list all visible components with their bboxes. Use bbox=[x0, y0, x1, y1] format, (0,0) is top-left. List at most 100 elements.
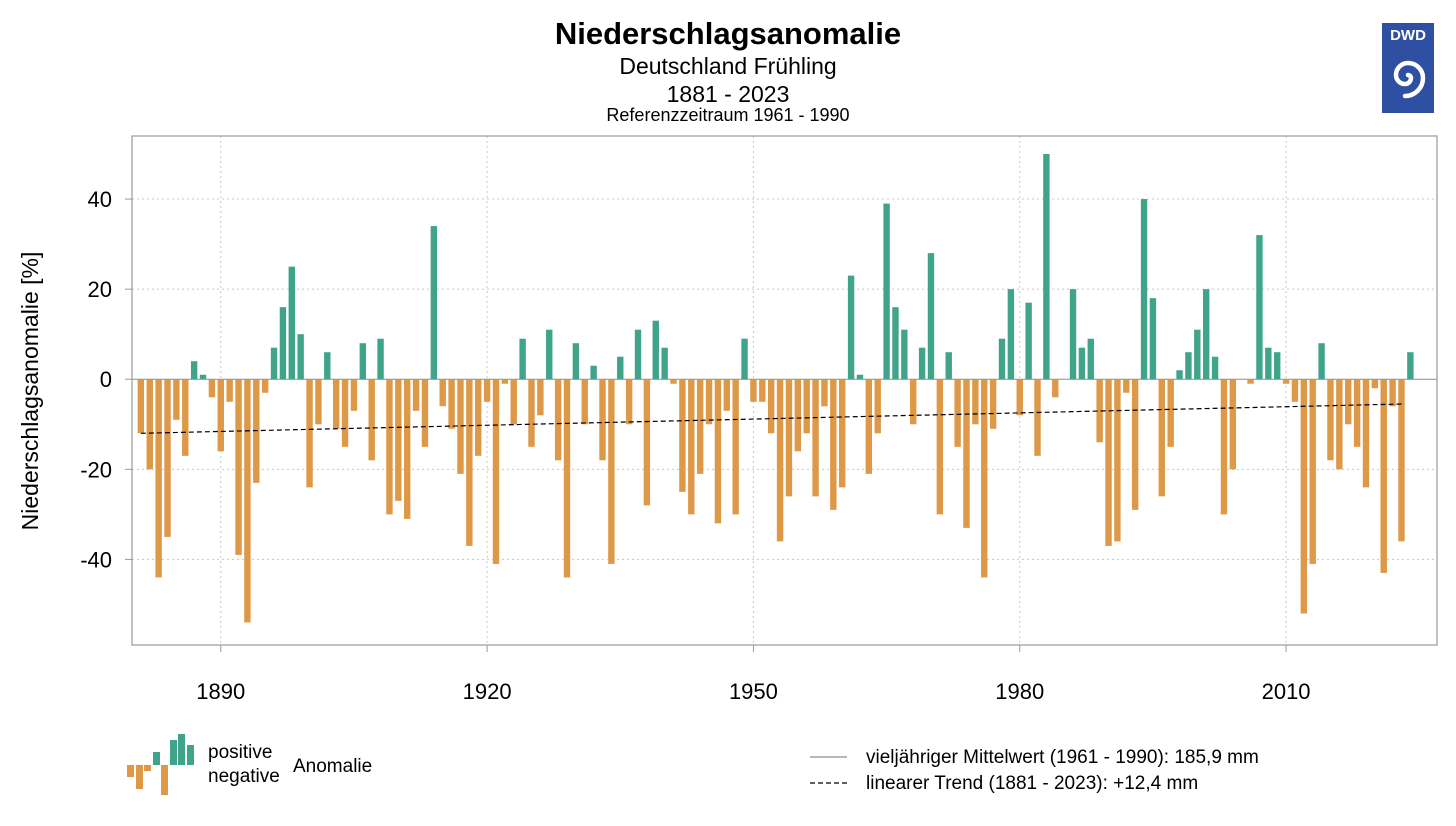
bar-1966 bbox=[892, 307, 899, 380]
bar-1961 bbox=[847, 275, 855, 380]
bar-1903 bbox=[332, 379, 340, 429]
bar-1956 bbox=[803, 379, 810, 434]
bar-1929 bbox=[563, 379, 571, 578]
bar-1914 bbox=[430, 226, 438, 380]
bar-1957 bbox=[812, 379, 819, 497]
bar-1990 bbox=[1105, 379, 1112, 546]
bar-1996 bbox=[1158, 379, 1165, 497]
bar-1887 bbox=[190, 361, 198, 380]
bar-2011 bbox=[1291, 379, 1299, 402]
legend-positive-label: positive bbox=[208, 742, 273, 763]
legend-swatch-4 bbox=[153, 752, 160, 765]
bar-2008 bbox=[1265, 347, 1272, 380]
bar-1943 bbox=[688, 379, 695, 515]
bar-1955 bbox=[794, 379, 802, 452]
x-tick-label: 2010 bbox=[1262, 679, 1311, 704]
bar-1986 bbox=[1069, 289, 1077, 380]
x-tick-label: 1890 bbox=[196, 679, 245, 704]
bar-1922 bbox=[501, 379, 509, 384]
bar-1960 bbox=[839, 379, 846, 488]
bar-1892 bbox=[235, 379, 242, 555]
bar-2019 bbox=[1362, 379, 1370, 488]
bar-1902 bbox=[324, 352, 331, 380]
bar-1979 bbox=[1007, 289, 1015, 380]
bar-2020 bbox=[1371, 379, 1379, 389]
legend-negative-label: negative bbox=[208, 766, 280, 787]
bar-1983 bbox=[1043, 154, 1050, 380]
bar-1888 bbox=[199, 374, 207, 380]
bar-1926 bbox=[537, 379, 544, 416]
bar-1901 bbox=[315, 379, 322, 425]
y-tick-label: 0 bbox=[100, 367, 112, 392]
bar-2000 bbox=[1194, 329, 1201, 380]
bar-1924 bbox=[519, 338, 526, 380]
bar-1950 bbox=[750, 379, 757, 402]
bar-1900 bbox=[306, 379, 313, 488]
bar-1946 bbox=[714, 379, 722, 524]
bar-1952 bbox=[767, 379, 775, 434]
bar-1968 bbox=[910, 379, 917, 425]
bar-1973 bbox=[954, 379, 961, 447]
bar-1987 bbox=[1078, 347, 1086, 380]
bar-1976 bbox=[981, 379, 988, 578]
bar-2004 bbox=[1229, 379, 1237, 470]
bar-1962 bbox=[856, 374, 864, 380]
bar-1997 bbox=[1167, 379, 1174, 447]
bar-1915 bbox=[439, 379, 446, 407]
bar-1984 bbox=[1052, 379, 1059, 398]
bar-2003 bbox=[1220, 379, 1228, 515]
bar-2017 bbox=[1345, 379, 1352, 425]
bar-2009 bbox=[1274, 352, 1281, 380]
bar-1882 bbox=[146, 379, 153, 470]
bar-1980 bbox=[1016, 379, 1023, 416]
bar-1977 bbox=[989, 379, 997, 429]
bar-1919 bbox=[475, 379, 482, 456]
bar-1937 bbox=[634, 329, 642, 380]
bar-1972 bbox=[945, 352, 952, 380]
bar-1884 bbox=[164, 379, 171, 537]
bar-2016 bbox=[1336, 379, 1343, 470]
y-tick-label: -20 bbox=[80, 457, 112, 482]
bar-2022 bbox=[1389, 379, 1396, 407]
legend bbox=[127, 734, 847, 795]
bar-1897 bbox=[279, 307, 287, 380]
chart-reference: Referenzzeitraum 1961 - 1990 bbox=[606, 105, 850, 125]
bar-1944 bbox=[696, 379, 704, 474]
bar-1898 bbox=[288, 266, 295, 380]
bar-2024 bbox=[1407, 352, 1414, 380]
bar-1905 bbox=[350, 379, 358, 411]
legend-trend-label: linearer Trend (1881 - 2023): +12,4 mm bbox=[866, 773, 1199, 794]
plot-border bbox=[131, 135, 1438, 646]
bar-1890 bbox=[217, 379, 224, 452]
bar-1958 bbox=[821, 379, 828, 407]
bar-1963 bbox=[865, 379, 873, 474]
bars bbox=[137, 154, 1414, 623]
bar-1993 bbox=[1131, 379, 1139, 510]
bar-2023 bbox=[1398, 379, 1405, 542]
chart-subtitle: Deutschland Frühling bbox=[619, 53, 837, 79]
bar-1933 bbox=[599, 379, 606, 461]
bar-1969 bbox=[918, 347, 926, 380]
bar-1881 bbox=[137, 379, 145, 434]
bar-1939 bbox=[652, 320, 659, 380]
trend-line bbox=[140, 403, 1402, 434]
bar-1942 bbox=[679, 379, 686, 492]
grid bbox=[132, 136, 1437, 645]
bar-2002 bbox=[1211, 356, 1219, 380]
bar-1883 bbox=[155, 379, 162, 578]
y-tick-label: -40 bbox=[80, 547, 112, 572]
legend-swatch-5 bbox=[170, 740, 177, 765]
bar-1928 bbox=[554, 379, 562, 461]
tick-labels: 1890 1920 1950 1980 2010 -40 -20 0 20 40 bbox=[80, 187, 1310, 704]
bar-1954 bbox=[785, 379, 793, 497]
bar-1918 bbox=[466, 379, 473, 546]
legend-swatch-1 bbox=[136, 765, 143, 789]
bar-1893 bbox=[244, 379, 251, 623]
bar-1988 bbox=[1087, 338, 1094, 380]
bar-1934 bbox=[608, 379, 615, 564]
x-tick-label: 1980 bbox=[995, 679, 1044, 704]
bar-1953 bbox=[776, 379, 784, 542]
legend-swatch-7 bbox=[187, 745, 194, 765]
chart-title: Niederschlagsanomalie bbox=[554, 16, 902, 51]
